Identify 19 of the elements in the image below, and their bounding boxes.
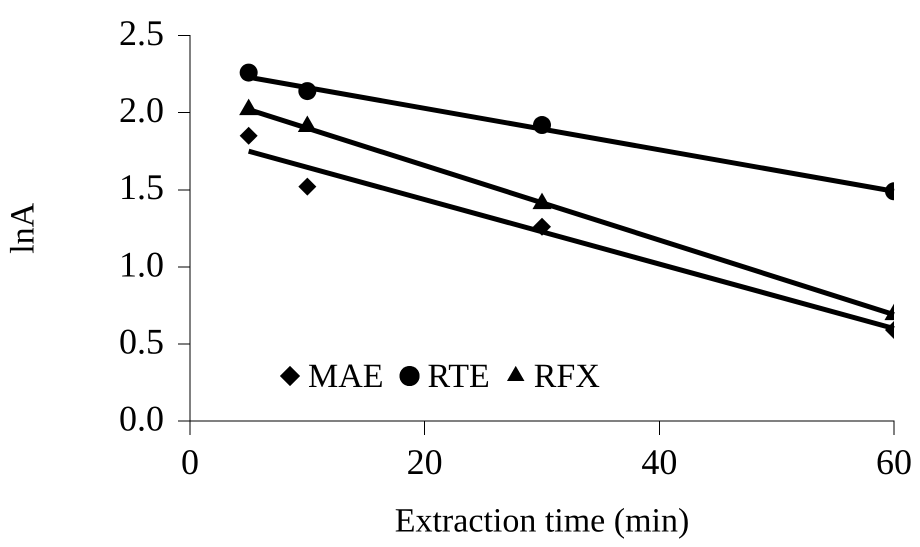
legend-label: RTE [428, 358, 490, 395]
y-tick-label: 0.5 [119, 321, 164, 362]
point [298, 82, 316, 100]
x-tick-label: 20 [406, 442, 443, 482]
x-tick-label: 0 [181, 442, 199, 482]
y-tick-label: 2.0 [119, 90, 164, 130]
legend-label: MAE [308, 358, 384, 395]
point [298, 178, 316, 196]
y-tick-label: 2.5 [119, 13, 164, 54]
y-tick-label: 1.5 [119, 167, 164, 208]
legend-label: RFX [534, 358, 600, 395]
y-axis-title: lnA [4, 202, 42, 254]
x-tick-label: 60 [876, 442, 912, 482]
y-tick-label: 1.0 [119, 244, 164, 284]
y-tick-label: 0.0 [119, 398, 164, 438]
x-tick-label: 40 [641, 442, 678, 482]
x-axis-title: Extraction time (min) [394, 502, 690, 540]
point [240, 126, 258, 145]
point [240, 64, 258, 82]
